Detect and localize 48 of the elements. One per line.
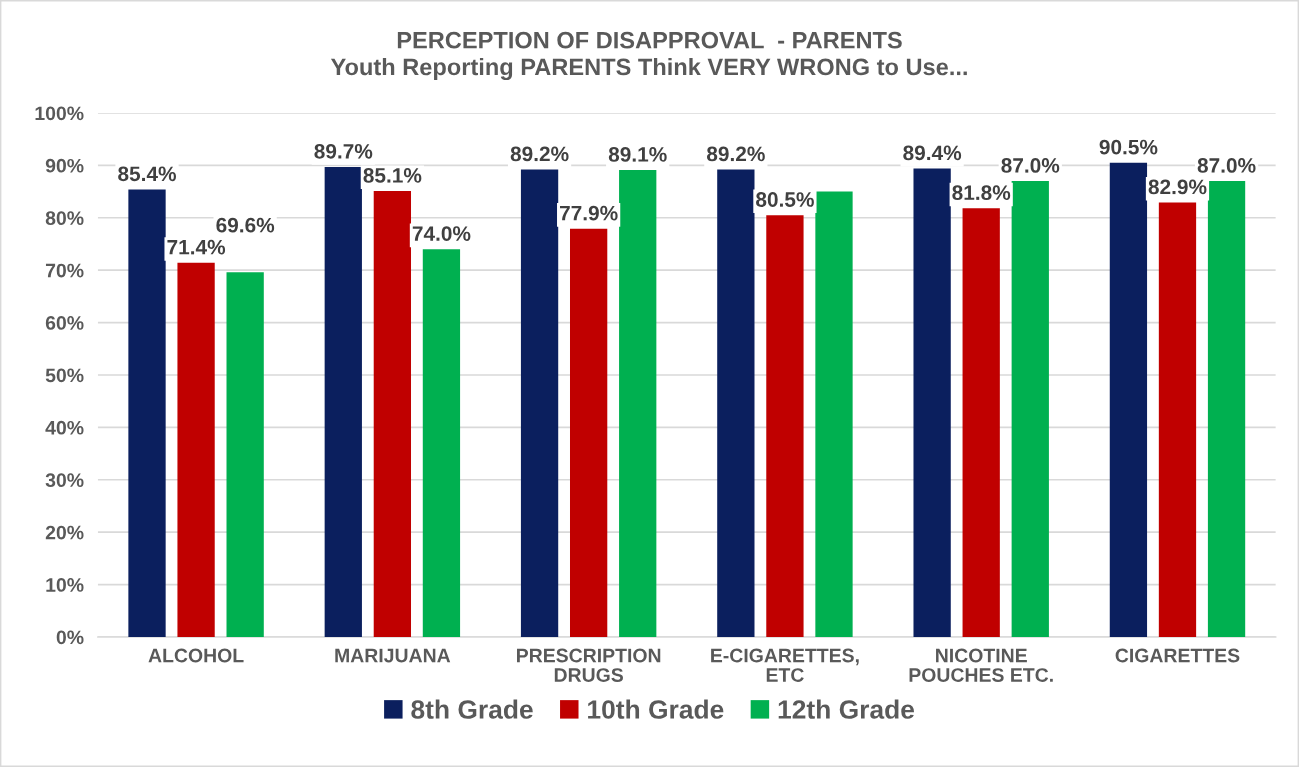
y-tick-label: 80% <box>45 211 84 226</box>
data-label: 87.0% <box>1197 158 1256 173</box>
data-label: 74.0% <box>412 226 471 241</box>
data-label: 89.4% <box>903 145 962 161</box>
chart-subtitle: Youth Reporting PARENTS Think VERY WRONG to Use... <box>330 57 967 81</box>
bar <box>226 272 264 637</box>
data-label: 71.4% <box>167 239 226 255</box>
bar <box>422 249 461 637</box>
y-tick-label: 70% <box>45 263 84 278</box>
data-label: 89.2% <box>510 146 569 162</box>
data-label: 69.6% <box>216 217 275 233</box>
legend-label: 10th Grade <box>588 699 724 719</box>
y-tick-label: 60% <box>45 316 84 330</box>
bar <box>177 262 215 637</box>
x-tick-label: MARIJUANA <box>335 648 451 663</box>
data-label: 85.4% <box>118 166 176 182</box>
x-tick-label: ALCOHOL <box>148 648 244 663</box>
bar <box>1207 181 1246 637</box>
bar <box>128 189 166 637</box>
data-label: 90.5% <box>1099 139 1158 155</box>
y-tick-label: 30% <box>45 473 84 488</box>
y-tick-label: 90% <box>45 158 84 173</box>
legend-label: 8th Grade <box>411 699 533 719</box>
legend-label: 12th Grade <box>778 699 915 719</box>
data-label: 89.7% <box>314 143 373 159</box>
data-label: 80.5% <box>756 192 814 207</box>
y-tick-label: 40% <box>45 420 84 435</box>
y-tick-label: 20% <box>45 525 84 540</box>
x-tick-label: CIGARETTES <box>1115 648 1240 663</box>
y-tick-label: 100% <box>35 106 84 121</box>
data-label: 89.1% <box>608 147 667 162</box>
data-label: 82.9% <box>1148 179 1207 195</box>
x-tick-label: PRESCRIPTION DRUGS <box>517 648 661 682</box>
bar <box>619 170 657 637</box>
data-label: 85.1% <box>363 168 422 183</box>
data-label: 89.2% <box>706 146 765 162</box>
x-tick-label: NICOTINE POUCHES ETC. <box>909 648 1053 682</box>
data-label: 77.9% <box>560 205 618 221</box>
data-label: 81.8% <box>952 185 1011 201</box>
y-tick-label: 50% <box>45 368 84 383</box>
bar <box>1011 181 1049 637</box>
chart-title: PERCEPTION OF DISAPPROVAL - PARENTS <box>397 31 902 49</box>
x-tick-label: E-CIGARETTES, ETC <box>711 648 859 682</box>
y-tick-label: 10% <box>46 578 84 592</box>
y-tick-label: 0% <box>56 630 84 645</box>
bar <box>324 166 362 637</box>
bar <box>815 191 853 637</box>
data-label: 87.0% <box>1001 158 1060 173</box>
